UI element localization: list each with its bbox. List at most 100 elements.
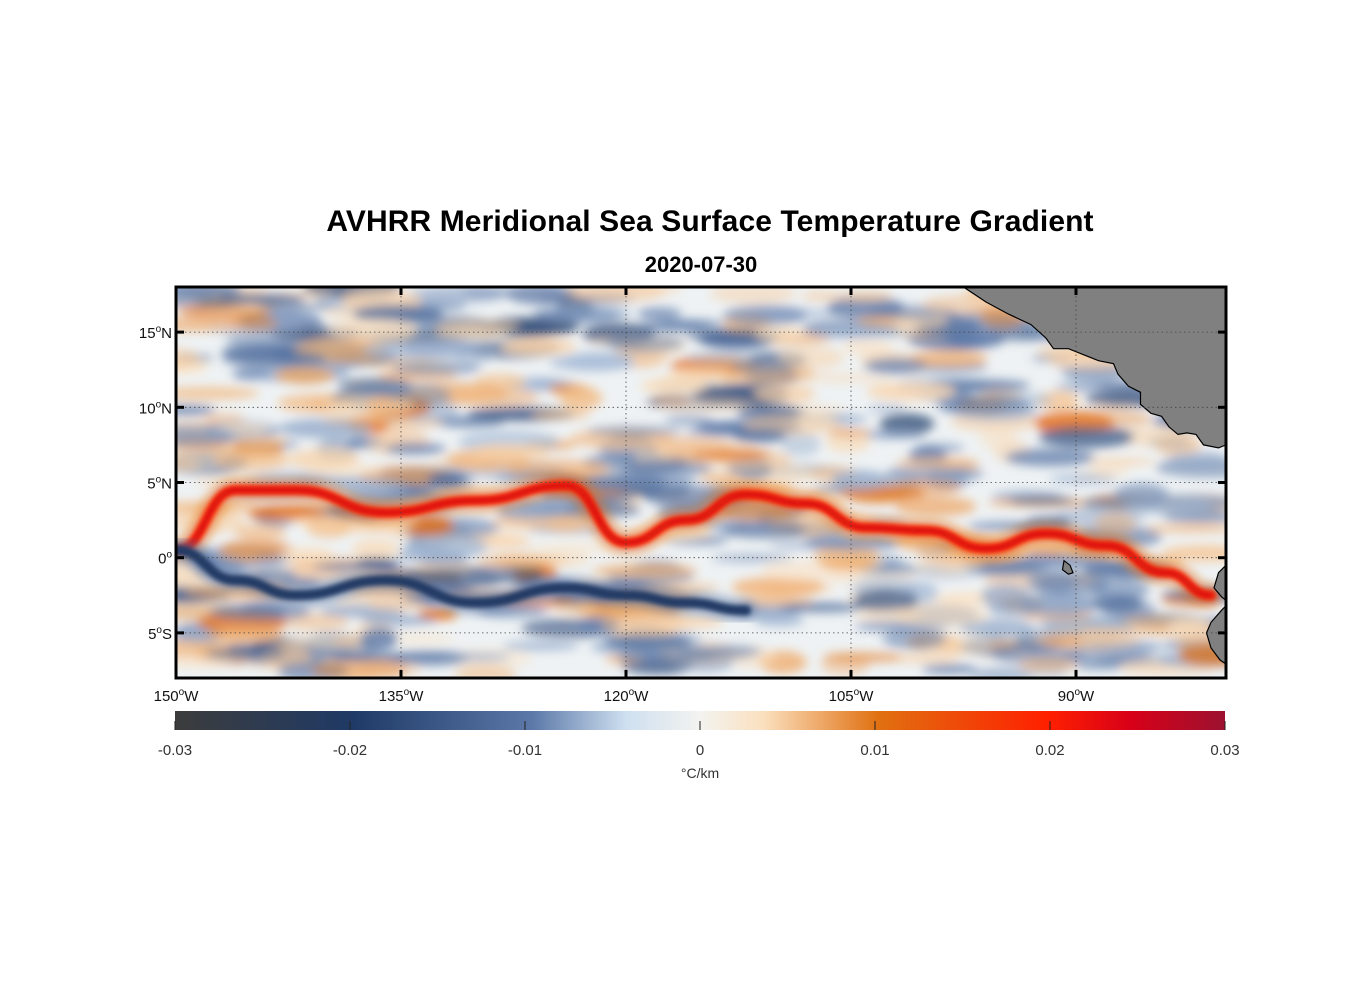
field-blob [710,554,793,563]
front-band-peak [176,484,1213,597]
field-blob [895,457,981,469]
field-blob [453,342,494,365]
colorbar-tick-label: -0.02 [333,742,367,759]
field-blob [1090,463,1130,477]
field-blob [176,287,243,297]
field-blob [275,367,335,385]
field-blob [1088,579,1150,600]
field-blob [1116,426,1190,447]
field-blob [1049,473,1117,485]
field-blob [362,341,447,360]
field-blob [801,292,844,300]
field-blob [311,659,408,678]
field-blob [867,404,908,414]
lon-tick-label: 90oW [1058,687,1095,705]
field-blob [592,563,698,578]
lon-tick-label: 105oW [829,687,875,705]
field-blob [879,413,935,435]
field-blob [866,381,957,401]
field-blob [852,588,919,613]
galapagos-land [1061,559,1074,575]
gradient-field-features [176,474,1222,622]
field-blob [387,650,470,666]
field-blob [487,529,530,548]
field-blob [637,320,713,332]
lat-tick-label: 10oN [139,399,172,417]
field-blob [554,602,598,615]
field-blob [909,350,988,367]
field-blob [326,397,415,414]
field-blob [502,338,577,356]
field-blob [668,367,729,380]
field-blob [360,615,437,626]
field-blob [403,536,488,559]
field-blob [427,471,467,489]
field-blob [948,396,1033,414]
field-blob [283,613,350,631]
field-blob [205,646,286,662]
chart-title: AVHRR Meridional Sea Surface Temperature… [326,205,1094,238]
field-blob [1161,544,1226,562]
field-blob [176,348,200,368]
field-blob [677,645,763,658]
field-blob [640,377,708,394]
field-blob [547,521,589,533]
field-blob [587,426,683,436]
field-blob [864,430,926,439]
field-blob [233,436,290,445]
field-blob [359,627,398,652]
field-blob [754,615,805,627]
field-blob [1045,410,1153,428]
field-blob [720,522,808,539]
field-blob [1029,559,1074,568]
field-blob [1166,450,1226,469]
field-blob [826,428,872,437]
field-blob [1018,657,1078,673]
field-blob [816,327,917,338]
field-blob [1114,483,1169,505]
field-blob [838,291,892,300]
field-blob [559,386,603,410]
field-blob [499,557,551,567]
colorbar-tick-label: -0.03 [158,742,192,759]
field-blob [1166,618,1213,634]
field-blob [753,384,816,403]
field-blob [854,609,923,622]
field-blob [730,359,793,374]
field-blob [690,450,773,459]
field-blob [1004,448,1095,467]
field-blob [506,287,577,305]
field-blob [794,414,836,431]
lon-tick-label: 150oW [154,687,200,705]
lat-tick-label: 0o [158,550,172,568]
gradient-field-texture [176,287,1226,678]
colorbar [175,711,1225,730]
field-blob [1091,595,1144,613]
field-blob [831,470,890,490]
field-blob [623,458,713,478]
field-blob [176,457,202,470]
field-blob [825,432,871,453]
field-blob [176,656,231,668]
field-blob [565,351,634,370]
colorbar-units-label: °C/km [681,765,719,781]
lat-tick-label: 5oS [148,625,172,643]
field-blob [329,319,417,341]
field-blob [213,448,290,472]
colorbar-ticks: -0.03 -0.02 -0.01 0 0.01 0.02 0.03 [158,721,1240,759]
central-america-land [962,287,1226,449]
field-blob [1085,457,1156,466]
field-blob [320,415,412,425]
field-blob [778,346,845,370]
field-blob [176,386,260,400]
field-blob [864,357,927,374]
field-blob [176,425,238,447]
field-blob [418,607,458,621]
field-blob [351,539,400,559]
field-blob [287,448,361,470]
field-blob [813,544,879,569]
field-blob [221,349,327,368]
field-blob [434,327,508,339]
field-blob [754,326,806,342]
